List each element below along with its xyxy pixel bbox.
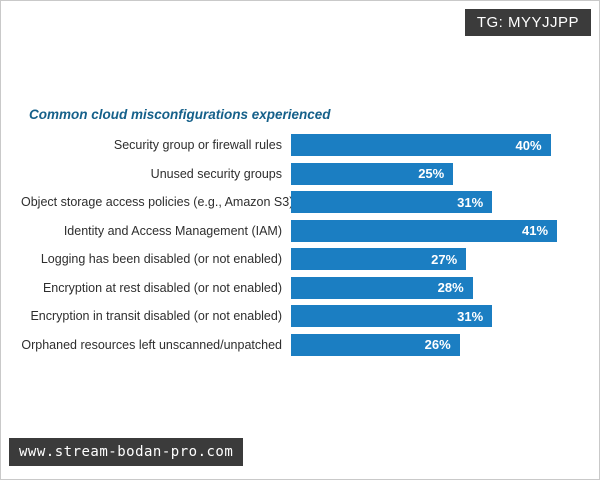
bar-track: 27% <box>291 248 583 270</box>
value-label: 40% <box>515 137 542 153</box>
bar-chart: Common cloud misconfigurations experienc… <box>21 107 583 362</box>
chart-row: Identity and Access Management (IAM) 41% <box>21 219 583 242</box>
chart-row: Security group or firewall rules 40% <box>21 134 583 156</box>
chart-row: Encryption at rest disabled (or not enab… <box>21 276 583 299</box>
bar-track: 26% <box>291 333 583 356</box>
value-label: 31% <box>457 194 484 210</box>
bar-track: 41% <box>291 219 583 242</box>
bar: 31% <box>291 305 493 327</box>
chart-title: Common cloud misconfigurations experienc… <box>29 107 331 122</box>
value-label: 25% <box>418 166 445 181</box>
tag-badge: TG: MYYJJPP <box>464 9 591 36</box>
bar-track: 40% <box>291 134 583 156</box>
category-label: Encryption in transit disabled (or not e… <box>30 309 282 323</box>
value-label: 26% <box>424 337 451 352</box>
bar-track: 31% <box>291 191 583 213</box>
chart-row: Logging has been disabled (or not enable… <box>21 248 583 270</box>
bar-track: 28% <box>291 276 583 299</box>
value-label: 41% <box>522 223 549 238</box>
category-label: Orphaned resources left unscanned/unpatc… <box>21 337 282 352</box>
chart-rows: Security group or firewall rules 40% Unuse… <box>21 134 583 356</box>
value-label: 28% <box>437 280 464 295</box>
bar: 41% <box>291 219 558 242</box>
chart-row: Unused security groups 25% <box>21 162 583 185</box>
bar: 40% <box>291 134 551 156</box>
chart-row: Object storage access policies (e.g., Am… <box>21 191 583 213</box>
chart-row: Orphaned resources left unscanned/unpatc… <box>21 333 583 356</box>
bar-track: 31% <box>291 305 583 327</box>
bar: 26% <box>291 333 460 356</box>
chart-row: Encryption in transit disabled (or not e… <box>21 305 583 327</box>
category-label: Unused security groups <box>150 166 282 181</box>
bar-track: 25% <box>291 162 583 185</box>
category-label: Encryption at rest disabled (or not enab… <box>42 280 282 295</box>
category-label: Security group or firewall rules <box>113 138 282 152</box>
bar: 31% <box>291 191 493 213</box>
category-label: Logging has been disabled (or not enable… <box>40 252 282 266</box>
bar: 25% <box>291 162 454 185</box>
bar: 27% <box>291 248 467 270</box>
watermark-url: www.stream-bodan-pro.com <box>9 438 244 466</box>
value-label: 27% <box>431 251 458 267</box>
bar: 28% <box>291 276 473 299</box>
value-label: 31% <box>457 308 484 324</box>
category-label: Identity and Access Management (IAM) <box>63 223 282 238</box>
category-label: Object storage access policies (e.g., Am… <box>21 195 294 209</box>
